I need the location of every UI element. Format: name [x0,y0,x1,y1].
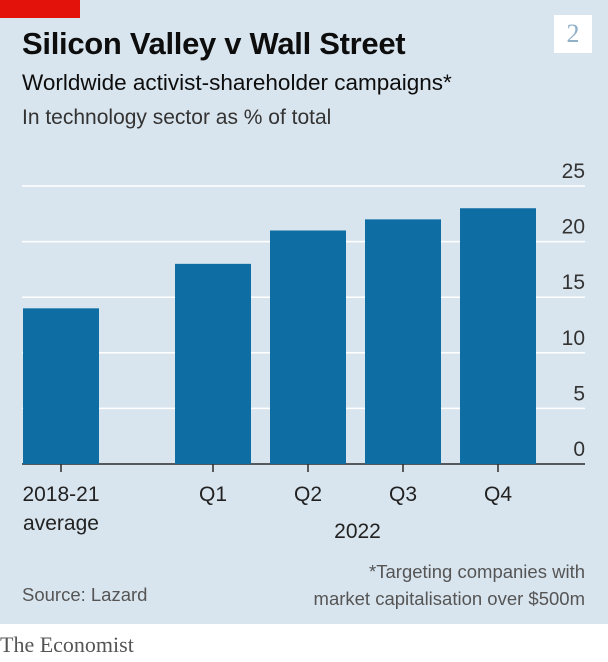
x-tick-labels: 2018-21 average Q1 Q2 Q3 Q4 2022 [22,464,512,543]
x-tick-label: Q2 [294,483,322,506]
chart-subtitle: Worldwide activist-shareholder campaigns… [22,70,452,95]
x-tick-label: Q4 [484,483,512,506]
y-tick-label: 15 [562,271,585,294]
y-tick-label: 25 [562,160,585,183]
x-tick-label: Q1 [199,483,227,506]
chart-number-badge: 2 [554,15,592,53]
footnote-line-2: market capitalisation over $500m [313,588,585,609]
y-tick-label: 5 [573,382,585,405]
source-note: Source: Lazard [22,584,148,605]
chart-unit-note: In technology sector as % of total [22,106,332,129]
bars [23,208,536,464]
x-tick-label: 2018-21 [22,483,99,506]
x-group-label: 2022 [334,520,381,543]
footnote-line-1: *Targeting companies with [369,561,585,582]
bar [365,219,441,464]
x-tick-label: Q3 [389,483,417,506]
bar [175,263,251,464]
bar [460,208,536,464]
y-tick-label: 0 [573,438,585,461]
x-tick-label: average [23,512,99,535]
chart-title: Silicon Valley v Wall Street [22,26,406,61]
brand-red-tag [0,0,80,18]
footnote: *Targeting companies with market capital… [314,558,585,612]
y-tick-labels: 0 5 10 15 20 25 [562,160,585,461]
economist-logo: The Economist [0,632,134,657]
bar [23,308,99,464]
bar-chart: 0 5 10 15 20 25 2018-21 average Q1 Q2 Q3 Q4 2022 [22,160,585,543]
y-tick-label: 20 [562,216,585,239]
bar [270,230,346,464]
y-tick-label: 10 [562,327,585,350]
